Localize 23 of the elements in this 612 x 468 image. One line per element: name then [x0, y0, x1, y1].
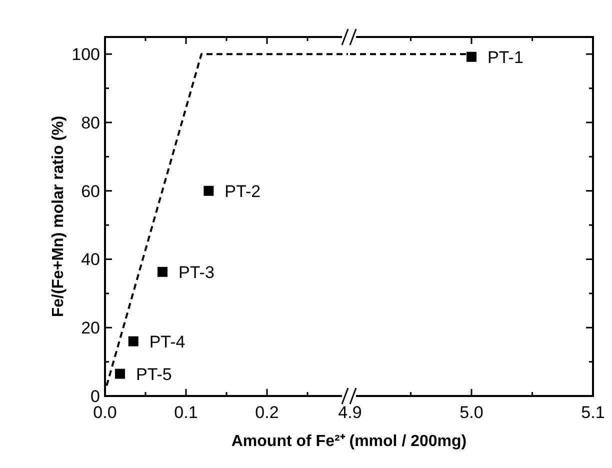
annotation: PT-4	[149, 332, 186, 352]
y-tick-label: 80	[81, 113, 100, 132]
y-tick-label: 0	[90, 387, 100, 406]
x-axis-title: Amount of Fe²⁺ (mmol / 200mg)	[231, 433, 467, 450]
y-tick-label: 60	[81, 182, 100, 201]
y-tick-label: 40	[81, 250, 100, 270]
annotation: PT-1	[488, 48, 524, 67]
point	[128, 336, 138, 346]
point	[114, 368, 125, 379]
annotation: PT-3	[178, 262, 214, 282]
x-tick-label: 0.1	[174, 403, 198, 422]
x-tick-label: 5.0	[460, 403, 484, 422]
y-tick-label: 100	[72, 45, 100, 64]
x-tick-label: 4.9	[338, 403, 362, 422]
y-axis-title: Fe/(Fe+Mn) molar ratio (%)	[50, 116, 67, 318]
annotation: PT-5	[136, 364, 172, 384]
annotation: PT-2	[224, 182, 261, 201]
x-tick-label: 0.0	[93, 403, 117, 422]
point	[204, 186, 214, 196]
x-tick-label: 0.2	[255, 403, 279, 422]
y-tick-label: 20	[81, 318, 100, 338]
x-tick-label: 5.1	[581, 403, 605, 422]
point	[158, 266, 168, 277]
